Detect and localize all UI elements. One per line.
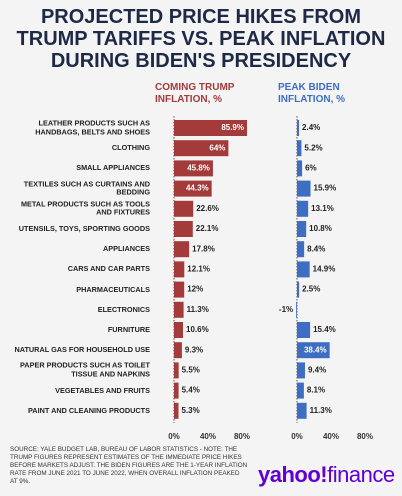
- category-label: CLOTHING: [111, 142, 150, 152]
- value-label: 9.4%: [308, 366, 326, 375]
- value-label: 17.8%: [192, 244, 215, 253]
- value-label: 64%: [209, 143, 225, 152]
- x-tick-label: 40%: [323, 432, 339, 441]
- bar: [296, 301, 297, 318]
- value-label: 45.8%: [187, 164, 210, 173]
- bar: [174, 281, 185, 298]
- value-label: 22.6%: [196, 204, 219, 213]
- bar: [297, 342, 330, 359]
- x-tick-label: 40%: [200, 432, 216, 441]
- bar: [297, 281, 300, 298]
- value-label: 12%: [187, 285, 203, 294]
- bar: [174, 382, 179, 399]
- value-label: 5.3%: [182, 406, 200, 415]
- bar: [297, 180, 311, 197]
- value-label: 5.4%: [182, 386, 200, 395]
- title: PROJECTED PRICE HIKES FROM TRUMP TARIFFS…: [16, 6, 386, 72]
- bar: [297, 241, 305, 258]
- series-label: COMING TRUMP INFLATION, %: [155, 82, 235, 105]
- bar: [297, 221, 307, 237]
- bar: [174, 362, 179, 379]
- value-label: 13.1%: [311, 204, 334, 213]
- bar: [174, 402, 179, 419]
- category-label: ELECTRONICS: [97, 304, 150, 314]
- category-label: UTENSILS, TOYS, SPORTING GOODS: [18, 223, 150, 233]
- bar: [174, 180, 212, 197]
- value-label: 2.4%: [302, 123, 320, 132]
- bar: [297, 261, 310, 278]
- category-label: SMALL APPLIANCES: [76, 163, 150, 173]
- category-label: FURNITURE: [107, 324, 150, 334]
- value-label: 44.3%: [186, 184, 209, 193]
- value-label: 5.5%: [182, 366, 200, 375]
- category-label: VEGETABLES AND FRUITS: [55, 385, 150, 395]
- bar: [297, 362, 305, 379]
- bar: [174, 221, 193, 237]
- bar: [174, 322, 184, 338]
- value-label: 10.6%: [186, 325, 209, 334]
- bar: [174, 120, 248, 136]
- value-label: 2.5%: [302, 285, 320, 294]
- category-label: APPLIANCES: [102, 243, 150, 253]
- x-tick-label: 80%: [357, 432, 373, 441]
- category-label: TEXTILES SUCH AS CURTAINS AND BEDDING: [23, 179, 150, 197]
- value-label: 10.8%: [309, 224, 332, 233]
- value-label: 22.1%: [196, 224, 219, 233]
- category-label: PAPER PRODUCTS SUCH AS TOILET TISSUE AND…: [19, 360, 150, 379]
- bar: [174, 342, 182, 359]
- bar: [297, 140, 302, 157]
- category-label: PAINT AND CLEANING PRODUCTS: [27, 405, 150, 415]
- bar: [297, 200, 309, 217]
- bar: [174, 241, 190, 258]
- category-label: PHARMACEUTICALS: [76, 284, 150, 294]
- x-tick-label: 0%: [168, 432, 180, 441]
- source-note: SOURCE: YALE BUDGET LAB, BUREAU OF LABOR…: [10, 446, 248, 485]
- logo-product: finance: [327, 462, 395, 487]
- value-label: 85.9%: [221, 123, 244, 132]
- x-tick-label: 80%: [234, 432, 250, 441]
- bar: [174, 301, 184, 318]
- value-label: 11.3%: [310, 406, 332, 415]
- bar: [297, 402, 307, 419]
- category-label: CARS AND CAR PARTS: [67, 264, 150, 274]
- bar: [297, 160, 303, 177]
- bar: [297, 322, 311, 338]
- bar: [174, 261, 185, 278]
- category-label: LEATHER PRODUCTS SUCH AS HANDBAGS, BELTS…: [35, 118, 150, 136]
- value-label: 12.1%: [187, 265, 210, 274]
- series-label: PEAK BIDEN INFLATION, %: [278, 82, 346, 105]
- category-label: NATURAL GAS FOR HOUSEHOLD USE: [14, 344, 150, 354]
- value-label: 15.4%: [313, 325, 336, 334]
- value-label: 11.3%: [187, 305, 209, 314]
- x-tick-label: 0%: [291, 432, 303, 441]
- value-label: -1%: [279, 305, 293, 314]
- value-label: 8.1%: [307, 386, 325, 395]
- bar: [174, 200, 194, 217]
- value-label: 6%: [305, 164, 317, 173]
- category-label: METAL PRODUCTS SUCH AS TOOLS AND FIXTURE…: [20, 199, 150, 217]
- logo: yahoo!finance: [258, 462, 395, 488]
- value-label: 14.9%: [313, 265, 336, 274]
- value-label: 15.9%: [314, 184, 337, 193]
- value-label: 38.4%: [304, 345, 327, 354]
- value-label: 5.2%: [304, 143, 322, 152]
- logo-brand: yahoo!: [258, 462, 328, 487]
- value-label: 8.4%: [307, 244, 325, 253]
- bar: [297, 120, 300, 136]
- bar: [297, 382, 304, 399]
- bar: [174, 160, 213, 177]
- bar: [174, 140, 229, 157]
- value-label: 9.3%: [185, 345, 203, 354]
